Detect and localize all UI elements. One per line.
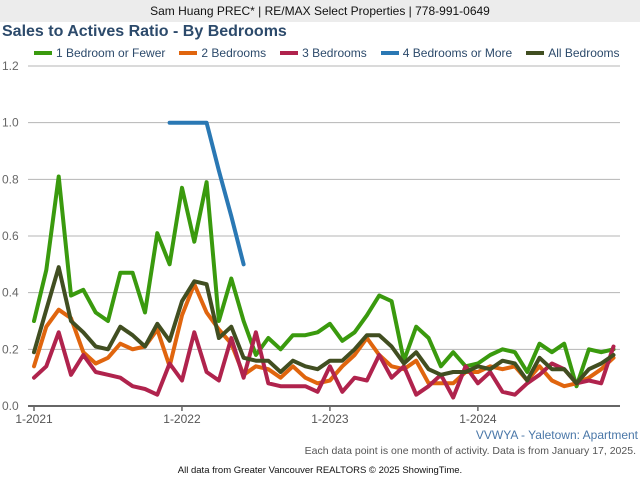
agent-header-bar: Sam Huang PREC* | RE/MAX Select Properti… bbox=[0, 0, 640, 22]
x-tick-label: 1-2022 bbox=[163, 412, 201, 426]
region-label: VVWYA - Yaletown: Apartment bbox=[475, 428, 638, 442]
data-source: All data from Greater Vancouver REALTORS… bbox=[177, 465, 463, 476]
y-tick-label: 1.0 bbox=[2, 116, 19, 130]
series-line-4-bedrooms-or-more bbox=[167, 120, 246, 267]
data-note: Each data point is one month of activity… bbox=[304, 445, 636, 457]
legend-label: 1 Bedroom or Fewer bbox=[56, 46, 166, 60]
y-tick-label: 0.4 bbox=[2, 286, 19, 300]
series-line-1-bedroom-or-fewer bbox=[32, 174, 616, 389]
legend-item: 3 Bedrooms bbox=[280, 46, 367, 60]
agent-header-text: Sam Huang PREC* | RE/MAX Select Properti… bbox=[150, 4, 490, 18]
y-tick-label: 0.8 bbox=[2, 172, 19, 186]
x-tick-label: 1-2021 bbox=[15, 412, 53, 426]
legend-swatch bbox=[526, 51, 545, 55]
series-lines bbox=[32, 120, 616, 400]
legend-swatch bbox=[179, 51, 198, 55]
y-axis-ticks: 0.0 0.2 0.4 0.6 0.8 1.0 1.2 bbox=[2, 59, 19, 413]
y-tick-label: 1.2 bbox=[2, 59, 19, 73]
x-axis: 1-2021 1-2022 1-2023 1-2024 bbox=[15, 405, 620, 426]
x-tick-label: 1-2023 bbox=[311, 412, 349, 426]
legend-item: 1 Bedroom or Fewer bbox=[34, 46, 165, 60]
y-tick-label: 0.6 bbox=[2, 229, 19, 243]
y-tick-label: 0.0 bbox=[2, 399, 19, 413]
series-line-3-bedrooms bbox=[32, 330, 616, 400]
legend-item: 4 Bedrooms or More bbox=[380, 46, 513, 60]
x-tick-label: 1-2024 bbox=[459, 412, 497, 426]
legend-label: 2 Bedrooms bbox=[201, 46, 267, 60]
series-line-all-bedrooms bbox=[32, 265, 616, 386]
legend-swatch bbox=[280, 51, 299, 55]
legend-label: 4 Bedrooms or More bbox=[402, 46, 513, 60]
gridlines bbox=[28, 65, 620, 350]
legend-item: 2 Bedrooms bbox=[179, 46, 266, 60]
legend-item: All Bedrooms bbox=[526, 46, 620, 60]
chart-legend: 1 Bedroom or Fewer 2 Bedrooms 3 Bedrooms 4 … bbox=[34, 46, 634, 60]
legend-label: 3 Bedrooms bbox=[302, 46, 367, 60]
chart-title: Sales to Actives Ratio - By Bedrooms bbox=[2, 23, 287, 40]
legend-swatch bbox=[34, 51, 52, 55]
y-tick-label: 0.2 bbox=[2, 342, 19, 356]
legend-swatch bbox=[380, 51, 399, 55]
legend-label: All Bedrooms bbox=[548, 46, 620, 60]
